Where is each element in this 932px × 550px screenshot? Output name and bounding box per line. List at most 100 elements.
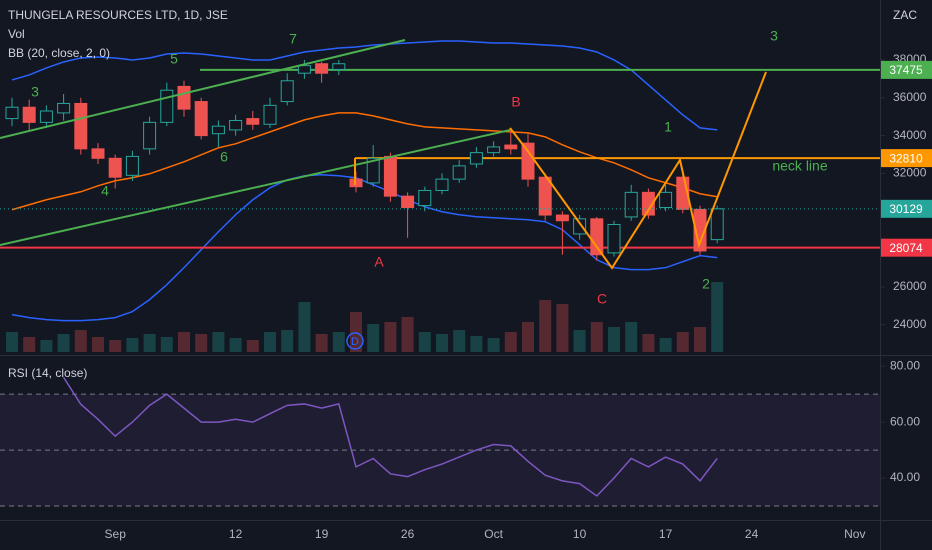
volume-bar: [212, 332, 225, 352]
candle-body: [332, 63, 346, 70]
level-label: 37475: [889, 63, 923, 77]
last-price-box: [881, 199, 932, 218]
volume-bar: [160, 337, 173, 352]
x-tick-label: Nov: [844, 527, 865, 541]
volume-bar: [694, 327, 706, 352]
volume-bar: [522, 322, 534, 352]
volume-bar: [23, 337, 36, 352]
candle-body: [504, 144, 518, 150]
volume-bar: [229, 338, 242, 352]
annotation: 7: [289, 31, 297, 47]
x-tick-label: 10: [573, 527, 587, 541]
annotation: neck line: [772, 158, 827, 174]
candle-body: [91, 148, 105, 159]
volume-bar: [298, 302, 311, 352]
volume-bar: [332, 332, 345, 352]
candle-body: [366, 157, 380, 184]
volume-bar: [246, 340, 259, 352]
level-label: 28074: [889, 241, 923, 255]
candle-body: [22, 106, 36, 123]
x-tick-label: Oct: [484, 527, 503, 541]
volume-bar: [367, 324, 380, 352]
volume-bar: [625, 322, 638, 352]
candle-body: [280, 80, 294, 103]
bollinger-band: [11, 174, 718, 322]
x-tick-label: 24: [745, 527, 759, 541]
candle-body: [229, 119, 243, 131]
volume-bar: [642, 334, 655, 352]
candle-body: [538, 176, 552, 216]
volume-bar: [57, 334, 70, 352]
candle-body: [383, 155, 397, 197]
x-tick-label: 17: [659, 527, 673, 541]
volume-bar: [676, 332, 689, 352]
candle-body: [607, 223, 621, 254]
bollinger-band: [11, 40, 718, 131]
volume-bar: [281, 330, 294, 352]
volume-bar: [92, 337, 104, 352]
volume-bar: [659, 338, 672, 352]
candle-body: [39, 110, 53, 123]
volume-bar: [126, 338, 139, 352]
chart-title: THUNGELA RESOURCES LTD, 1D, JSE: [8, 8, 228, 22]
price-pane: [0, 40, 880, 352]
volume-bar: [350, 312, 362, 352]
y-tick-label: 24000: [893, 317, 927, 331]
candle-body: [452, 165, 466, 180]
volume-bar: [470, 336, 483, 352]
annotation: 2: [702, 276, 710, 292]
volume-bar: [74, 330, 87, 352]
trend-line: [0, 39, 406, 139]
candle-body: [263, 104, 277, 125]
x-tick-label: 26: [401, 527, 415, 541]
volume-bar: [178, 332, 190, 352]
volume-bar: [608, 327, 620, 352]
volume-bar: [384, 322, 397, 352]
level-label: 32810: [889, 151, 923, 165]
volume-bar: [453, 330, 466, 352]
dividend-marker[interactable]: D: [351, 336, 359, 348]
candle-body: [108, 157, 122, 178]
volume-bar: [109, 340, 122, 352]
volume-bar: [40, 340, 53, 352]
annotation: 4: [101, 183, 109, 199]
annotation: C: [597, 291, 607, 307]
volume-bar: [401, 317, 414, 352]
drawings: [0, 39, 767, 270]
volume-bar: [504, 332, 517, 352]
volume-bar: [556, 304, 569, 352]
y-tick-label: 26000: [893, 279, 927, 293]
candle-body: [315, 63, 329, 74]
trend-line: [0, 129, 511, 246]
volume-bar: [487, 338, 500, 352]
candle-body: [246, 118, 260, 125]
candle-body: [297, 65, 311, 74]
candle-body: [469, 152, 483, 165]
y-tick-label: 40.00: [890, 470, 920, 484]
volume-label: Vol: [8, 27, 25, 41]
rsi-pane: [0, 376, 880, 507]
level-label-box: [881, 60, 932, 79]
volume-bar: [539, 300, 552, 352]
annotation: 3: [770, 28, 778, 44]
dividend-icon[interactable]: [346, 332, 364, 350]
x-tick-label: 12: [229, 527, 243, 541]
pattern-line: [509, 71, 767, 270]
level-label-box: [881, 149, 932, 168]
annotation: 1: [664, 119, 672, 135]
candle-body: [143, 121, 157, 150]
candle-body: [57, 102, 71, 114]
volume-bar: [264, 332, 276, 352]
candle-body: [211, 125, 225, 135]
y-tick-label: 34000: [893, 128, 927, 142]
candle-body: [590, 218, 604, 256]
y-tick-label: 60.00: [890, 414, 920, 428]
rsi-title: RSI (14, close): [8, 366, 87, 380]
candle-body: [521, 142, 535, 180]
candle-body: [487, 146, 501, 154]
annotation: A: [374, 254, 384, 270]
candle-body: [177, 85, 191, 110]
indicator-label: BB (20, close, 2, 0): [8, 46, 110, 60]
candle-body: [573, 218, 587, 235]
